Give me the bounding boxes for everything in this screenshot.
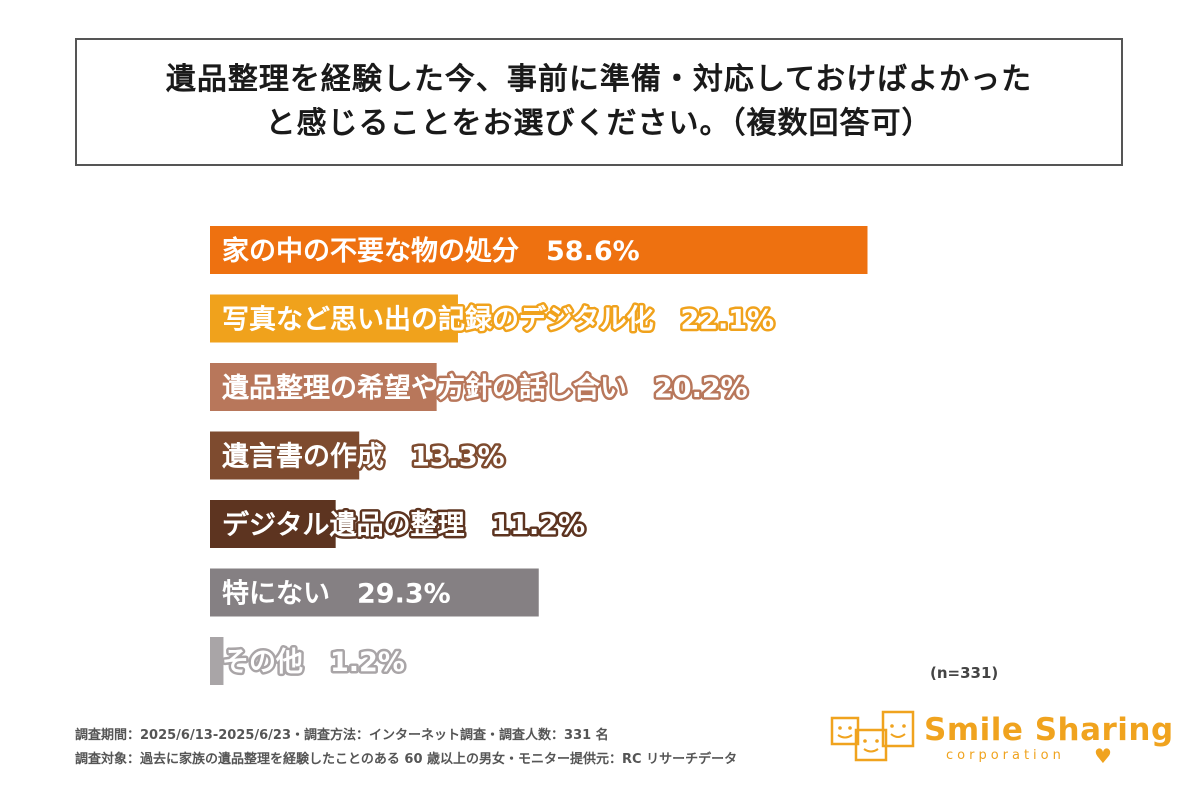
bar-7 bbox=[210, 637, 224, 685]
bar-label-4: 遺言書の作成 13.3% bbox=[222, 442, 505, 473]
question-title-line1: 遺品整理を経験した今、事前に準備・対応しておけばよかった bbox=[165, 62, 1033, 97]
bar-label-2: 写真など思い出の記録のデジタル化 22.1% bbox=[222, 304, 774, 336]
company-logo: Smile Sharing corporation ♥ bbox=[828, 708, 1173, 770]
bar-label-6: 特にない 29.3% bbox=[222, 579, 451, 610]
bar-label-1: 家の中の不要な物の処分 58.6% bbox=[222, 235, 640, 267]
bar-5 bbox=[210, 500, 336, 548]
sample-size-label: (n=331) bbox=[930, 664, 999, 682]
survey-period-note: 調査期間：2025/6/13-2025/6/23・調査方法：インターネット調査・… bbox=[75, 728, 609, 743]
bar-6 bbox=[210, 568, 539, 617]
bar-2 bbox=[210, 294, 458, 343]
question-title-box: 遺品整理を経験した今、事前に準備・対応しておけばよかった と感じることをお選びく… bbox=[75, 38, 1123, 166]
logo-subtitle: corporation bbox=[946, 748, 1065, 763]
question-title-line2: と感じることをお選びください。（複数回答可） bbox=[265, 106, 933, 141]
survey-target-note: 調査対象：過去に家族の遺品整理を経験したことのある 60 歳以上の男女・モニター… bbox=[75, 752, 738, 767]
bar-4 bbox=[210, 431, 360, 480]
bar-label-3: 遺品整理の希望や方針の話し合い 20.2% bbox=[222, 372, 748, 404]
logo-wordmark: Smile Sharing bbox=[924, 712, 1174, 748]
logo-faces-icon bbox=[830, 710, 915, 762]
heart-icon: ♥ bbox=[1094, 744, 1112, 768]
bar-1 bbox=[210, 226, 868, 274]
bar-label-7: その他 1.2% bbox=[222, 647, 405, 678]
bar-label-5: デジタル遺品の整理 11.2% bbox=[222, 509, 585, 541]
bar-3 bbox=[210, 363, 437, 411]
